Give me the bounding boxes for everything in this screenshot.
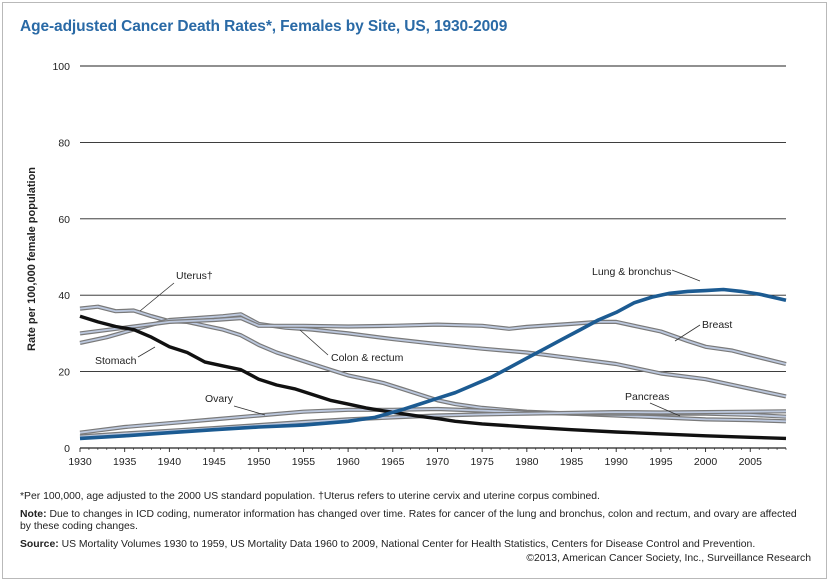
x-tick-label-1990: 1990 <box>605 456 629 468</box>
series-label-ovary: Ovary <box>205 393 234 405</box>
x-tick-label-1975: 1975 <box>470 456 494 468</box>
x-tick-label-1950: 1950 <box>247 456 271 468</box>
leader-line-uterus <box>139 282 175 312</box>
note-label: Note: <box>20 509 47 520</box>
x-tick-label-2005: 2005 <box>739 456 763 468</box>
x-tick-label-1955: 1955 <box>292 456 316 468</box>
footnote-note: Note: Due to changes in ICD coding, nume… <box>20 509 800 533</box>
x-tick-label-1985: 1985 <box>560 456 584 468</box>
y-tick-label-100: 100 <box>52 61 70 73</box>
note-text: Due to changes in ICD coding, numerator … <box>20 509 797 532</box>
y-tick-label-60: 60 <box>58 214 70 226</box>
x-tick-label-1945: 1945 <box>202 456 226 468</box>
series-label-uterus: Uterus† <box>176 270 213 282</box>
leader-line-colon-rectum <box>299 329 329 356</box>
leader-line-lung-bronchus <box>671 269 701 282</box>
footnote-source: Source: US Mortality Volumes 1930 to 195… <box>20 539 800 551</box>
y-tick-label-20: 20 <box>58 367 70 379</box>
x-tick-label-1980: 1980 <box>515 456 539 468</box>
leader-line-breast <box>674 324 701 342</box>
series-line-lung-bronchus <box>79 287 787 441</box>
x-tick-label-1940: 1940 <box>158 456 182 468</box>
x-tick-label-1960: 1960 <box>336 456 360 468</box>
y-tick-label-40: 40 <box>58 290 70 302</box>
footnote-asterisk: *Per 100,000, age adjusted to the 2000 U… <box>20 491 600 502</box>
source-text: US Mortality Volumes 1930 to 1959, US Mo… <box>61 539 756 550</box>
chart-title: Age-adjusted Cancer Death Rates*, Female… <box>20 18 508 35</box>
series-line-breast-inner <box>79 317 787 365</box>
y-tick-label-0: 0 <box>64 443 70 455</box>
series-line-stomach <box>79 314 787 441</box>
copyright-credit: ©2013, American Cancer Society, Inc., Su… <box>526 553 811 564</box>
series-line-colon-rectum-inner <box>79 313 787 398</box>
x-tick-label-1965: 1965 <box>381 456 405 468</box>
x-tick-label-1995: 1995 <box>649 456 673 468</box>
series-label-lung-bronchus: Lung & bronchus <box>592 266 671 278</box>
x-tick-label-1935: 1935 <box>113 456 137 468</box>
y-tick-label-80: 80 <box>58 137 70 149</box>
series-label-pancreas: Pancreas <box>625 391 669 403</box>
series-label-breast: Breast <box>702 319 732 331</box>
source-label: Source: <box>20 539 59 550</box>
y-axis-label: Rate per 100,000 female population <box>26 167 38 351</box>
leader-line-pancreas <box>649 402 681 417</box>
x-tick-label-1930: 1930 <box>68 456 92 468</box>
x-tick-label-1970: 1970 <box>426 456 450 468</box>
series-label-stomach: Stomach <box>95 355 137 367</box>
x-tick-label-2000: 2000 <box>694 456 718 468</box>
leader-line-ovary <box>233 405 266 416</box>
series-label-colon-rectum: Colon & rectum <box>331 352 404 364</box>
leader-line-stomach <box>137 346 156 358</box>
